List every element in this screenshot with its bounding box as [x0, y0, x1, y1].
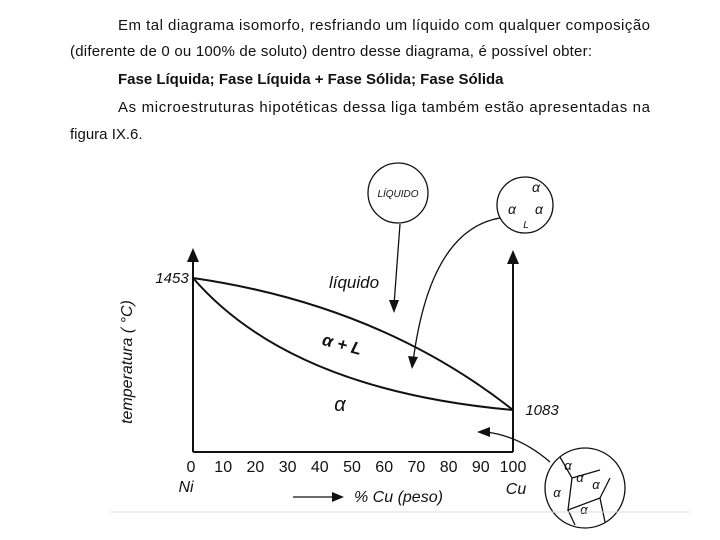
micro-label: α [592, 477, 600, 492]
region-label: líquido [329, 273, 379, 292]
x-tick-label: 100 [500, 459, 527, 476]
micro-label: α [553, 485, 561, 500]
arrow [393, 223, 401, 306]
arrow [412, 217, 501, 363]
paragraph-line: (diferente de 0 ou 100% de soluto) dentr… [70, 43, 592, 60]
micro-circle [367, 162, 429, 224]
paragraph-line: figura IX.6. [70, 126, 143, 143]
x-tick-label: 20 [247, 459, 265, 476]
arrow-head [187, 248, 199, 262]
liquidus-curve [192, 277, 514, 411]
x-axis-label: % Cu (peso) [354, 489, 443, 506]
micro-label: L [523, 220, 529, 231]
melting-point: 1453 [155, 270, 189, 287]
micro-label: α [535, 201, 544, 217]
element-label: Cu [506, 481, 527, 498]
solidus-curve [192, 277, 514, 411]
micro-label: α [576, 470, 584, 485]
y-axis-label: temperatura ( °C) [119, 300, 136, 424]
x-tick-label: 10 [214, 459, 232, 476]
micro-label: α [508, 201, 517, 217]
phase-diagram: 1453 1083 temperatura ( °C) líquido α + … [119, 162, 626, 529]
element-label: Ni [178, 479, 194, 496]
micro-label: LÍQUIDO [377, 187, 418, 200]
arrow-head [507, 250, 519, 264]
paragraph-line: Em tal diagrama isomorfo, resfriando um … [118, 17, 650, 34]
paragraph-line: As microestruturas hipotéticas dessa lig… [118, 99, 651, 116]
x-tick-label: 40 [311, 459, 329, 476]
melting-point: 1083 [525, 402, 559, 419]
region-label: α [334, 394, 346, 416]
arrow-head [477, 427, 490, 437]
x-tick-label: 0 [187, 459, 196, 476]
region-label: α + L [320, 330, 364, 359]
micro-circle [544, 447, 626, 529]
x-tick-label: 80 [440, 459, 458, 476]
paragraph-line: Fase Líquida; Fase Líquida + Fase Sólida… [118, 71, 504, 88]
micro-circle [496, 176, 554, 234]
arrow-head [332, 492, 344, 502]
x-tick-label: 50 [343, 459, 361, 476]
x-tick-label: 30 [279, 459, 297, 476]
micro-label: α [564, 458, 572, 473]
grain-boundaries [559, 456, 611, 526]
arrow-head [389, 300, 399, 313]
x-tick-label: 90 [472, 459, 490, 476]
x-tick-label: 70 [408, 459, 426, 476]
x-tick-label: 60 [375, 459, 393, 476]
arrow-head [408, 356, 418, 369]
arrow [485, 431, 551, 463]
micro-label: α [532, 179, 541, 195]
micro-label: α [580, 502, 588, 517]
